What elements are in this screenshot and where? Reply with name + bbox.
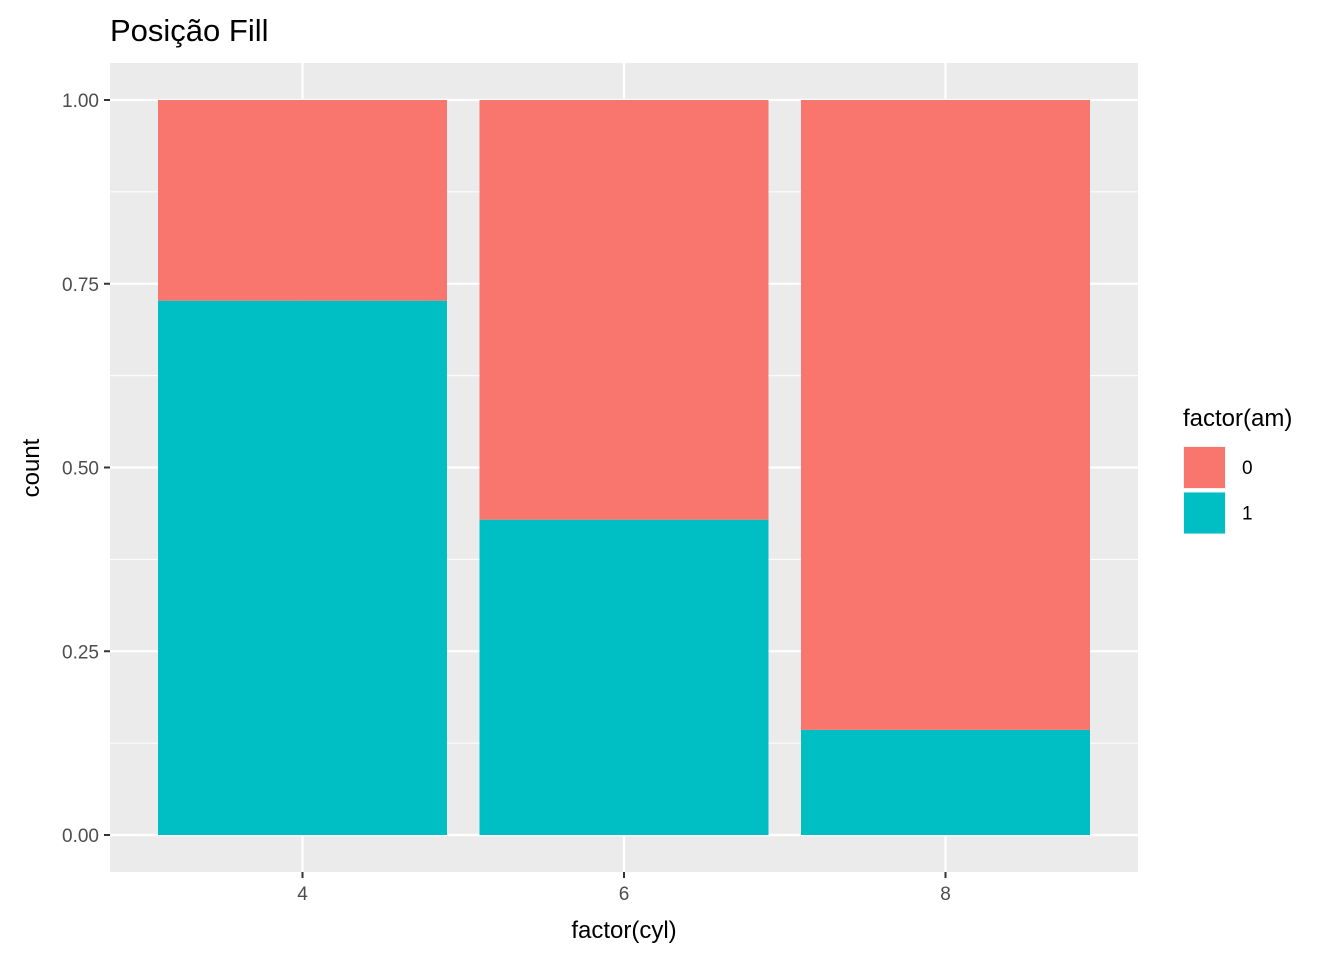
bars	[158, 100, 1090, 835]
x-tick-label: 6	[619, 884, 630, 905]
legend-swatch-1	[1184, 492, 1225, 534]
bar-cyl-6-am-1	[479, 519, 769, 835]
bar-cyl-8-am-1	[801, 729, 1090, 835]
bar-cyl-4-am-1	[158, 300, 447, 835]
y-tick-label: 1.00	[62, 91, 99, 112]
y-axis-title: count	[18, 438, 45, 497]
bar-cyl-4-am-0	[158, 100, 447, 301]
legend-title: factor(am)	[1183, 405, 1292, 432]
bar-cyl-6-am-0	[479, 100, 769, 520]
y-tick-label: 0.50	[62, 459, 99, 480]
x-tick-label: 8	[940, 884, 951, 905]
legend: factor(am) 0 1	[1183, 405, 1292, 535]
chart-title: Posição Fill	[110, 13, 269, 48]
legend-swatch-0	[1184, 447, 1225, 488]
x-tick-label: 4	[297, 884, 308, 905]
y-tick-label: 0.25	[62, 642, 99, 663]
bar-cyl-8-am-0	[801, 100, 1090, 730]
y-tick-label: 0.00	[62, 826, 99, 847]
y-tick-label: 0.75	[62, 275, 99, 296]
x-axis-title: factor(cyl)	[571, 917, 676, 944]
legend-label-0: 0	[1242, 458, 1253, 479]
axes: 0.00 0.25 0.50 0.75 1.00 4 6 8	[62, 91, 951, 905]
legend-label-1: 1	[1242, 504, 1253, 525]
